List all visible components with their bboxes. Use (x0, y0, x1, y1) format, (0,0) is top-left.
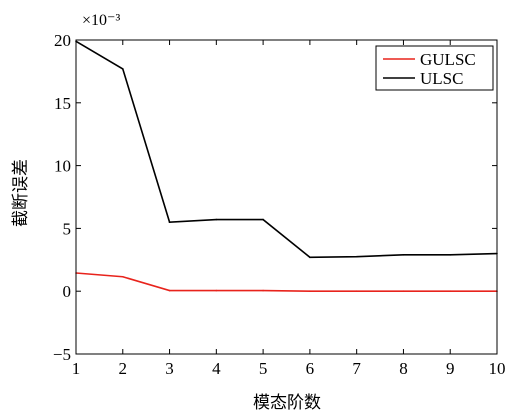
y-tick-label: 5 (63, 219, 72, 238)
data-point-ulsc (449, 253, 452, 256)
data-point-gulsc (262, 289, 264, 292)
y-scale-label: ×10⁻³ (82, 12, 120, 29)
y-tick-label: −5 (53, 345, 71, 364)
data-point-ulsc (355, 255, 358, 258)
x-tick-label: 2 (119, 359, 128, 378)
data-point-ulsc (168, 221, 171, 223)
series-line-ulsc (75, 40, 498, 259)
x-tick-label: 10 (489, 359, 506, 378)
data-point-gulsc (449, 290, 452, 293)
x-tick-label: 4 (212, 359, 221, 378)
data-point-ulsc (402, 253, 405, 256)
data-point-ulsc (309, 256, 311, 259)
data-point-gulsc (355, 290, 358, 293)
x-tick-label: 6 (306, 359, 315, 378)
data-point-ulsc (262, 218, 264, 221)
data-point-gulsc (215, 289, 218, 292)
data-point-ulsc (215, 218, 218, 221)
x-tick-label: 9 (446, 359, 455, 378)
x-axis-label: 模态阶数 (253, 393, 321, 413)
y-tick-label: 20 (54, 31, 71, 50)
data-point-gulsc (309, 290, 311, 293)
x-tick-label: 7 (352, 359, 361, 378)
plot-frame (75, 39, 498, 355)
y-axis-label: 截断误差 (11, 159, 31, 227)
y-tick-label: 0 (63, 282, 72, 301)
legend-label-gulsc: GULSC (420, 50, 476, 69)
data-point-gulsc (168, 289, 171, 292)
x-tick-label: 3 (165, 359, 174, 378)
data-point-ulsc (121, 68, 124, 70)
legend-box (375, 45, 494, 91)
data-point-gulsc (121, 275, 124, 278)
y-tick-label: 15 (54, 94, 71, 113)
x-tick-label: 5 (259, 359, 268, 378)
y-tick-label: 10 (54, 157, 71, 176)
x-tick-label: 8 (399, 359, 408, 378)
data-point-gulsc (402, 290, 405, 293)
legend-label-ulsc: ULSC (420, 69, 463, 88)
legend: GULSC ULSC (375, 45, 494, 91)
x-tick-label: 1 (72, 359, 81, 378)
series-line-gulsc (75, 272, 497, 293)
